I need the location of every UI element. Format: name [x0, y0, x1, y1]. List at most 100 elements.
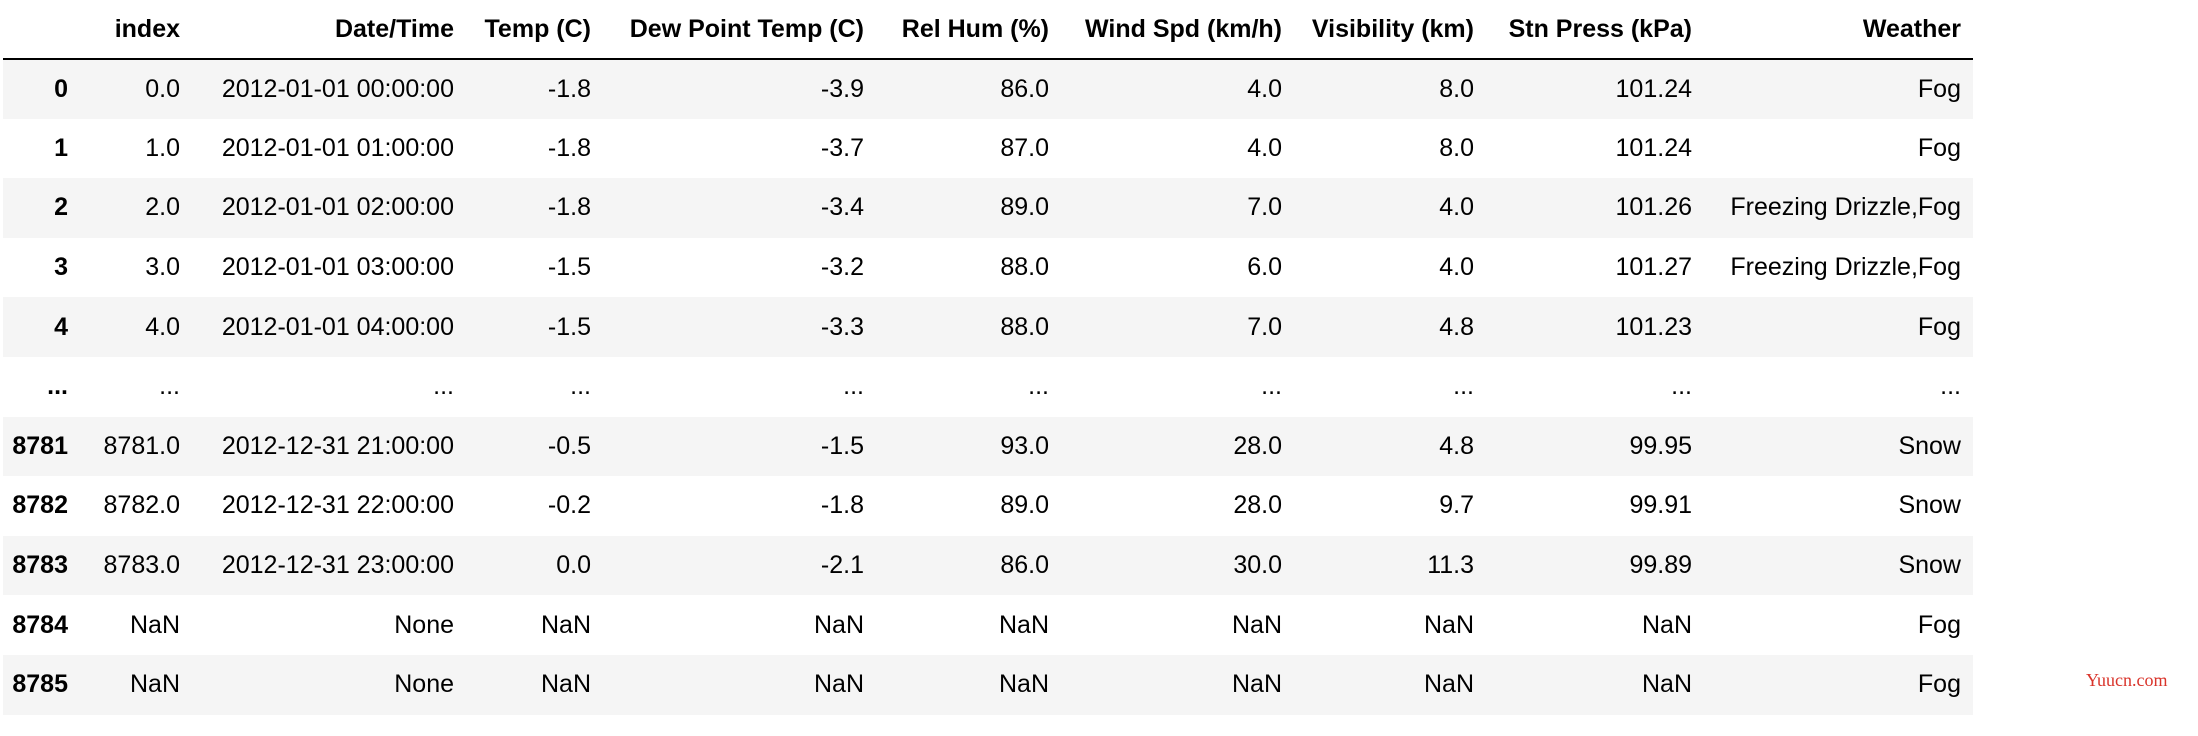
table-row: 8783 8783.0 2012-12-31 23:00:00 0.0 -2.1 86.0…: [3, 535, 1973, 596]
table-cell: 89.0: [1000, 491, 1049, 520]
table-cell: 2.0: [145, 193, 180, 222]
table-cell: 7.0: [1247, 193, 1282, 222]
table-cell: NaN: [1641, 610, 1692, 639]
table-cell: 93.0: [1000, 431, 1049, 460]
table-cell: 88.0: [1000, 312, 1049, 341]
corner-cell: [3, 0, 80, 60]
table-cell: NaN: [1231, 670, 1282, 699]
column-header: Date/Time: [192, 0, 466, 60]
table-cell: ...: [570, 372, 591, 401]
table-cell: 2012-12-31 21:00:00: [221, 431, 454, 460]
table-cell: 8781.0: [103, 431, 180, 460]
table-cell: Snow: [1898, 431, 1961, 460]
table-cell: 28.0: [1233, 431, 1282, 460]
table-cell: 4.0: [1247, 74, 1282, 103]
table-cell: NaN: [813, 610, 864, 639]
table-cell: Freezing Drizzle,Fog: [1730, 253, 1961, 282]
table-cell: 8782.0: [103, 491, 180, 520]
table-cell: 101.23: [1615, 312, 1692, 341]
table-row: 1 1.0 2012-01-01 01:00:00 -1.8 -3.7 87.0 4.0 8.…: [3, 119, 1973, 179]
table-cell: 0.0: [556, 551, 591, 580]
header-row: index Date/Time Temp (C) Dew Point Temp (C)…: [3, 0, 1973, 60]
table-cell: 8.0: [1439, 133, 1474, 162]
column-header: Wind Spd (km/h): [1061, 0, 1294, 60]
table-cell: 101.24: [1615, 133, 1692, 162]
table-cell: 30.0: [1233, 551, 1282, 580]
row-index: ...: [47, 372, 68, 401]
table-cell: ...: [1671, 372, 1692, 401]
table-cell: 86.0: [1000, 74, 1049, 103]
table-row: 8784 NaN None NaN NaN NaN NaN NaN NaN Fog: [3, 595, 1973, 655]
row-index: 2: [54, 193, 68, 222]
table-row: 8781 8781.0 2012-12-31 21:00:00 -0.5 -1.5 93.…: [3, 416, 1973, 477]
table-cell: -3.9: [820, 74, 864, 103]
table-cell: -3.3: [820, 312, 864, 341]
table-cell: 4.8: [1439, 431, 1474, 460]
table-cell: 87.0: [1000, 133, 1049, 162]
row-index: 3: [54, 253, 68, 282]
watermark: Yuucn.com: [2086, 670, 2168, 690]
table-cell: 7.0: [1247, 312, 1282, 341]
table-row: 3 3.0 2012-01-01 03:00:00 -1.5 -3.2 88.0 6.0 4.…: [3, 238, 1973, 298]
table-body: 0 0.0 2012-01-01 00:00:00 -1.8 -3.9 86.0 4.0 8.…: [3, 59, 1973, 715]
table-cell: Freezing Drizzle,Fog: [1730, 193, 1961, 222]
table-row: 4 4.0 2012-01-01 04:00:00 -1.5 -3.3 88.0 7.0 4.…: [3, 297, 1973, 357]
table-cell: -1.5: [820, 431, 864, 460]
data-table: index Date/Time Temp (C) Dew Point Temp (C)…: [3, 0, 1973, 715]
table-cell: -1.8: [547, 133, 591, 162]
table-cell: 2012-01-01 04:00:00: [221, 312, 454, 341]
table-cell: -0.2: [547, 491, 591, 520]
table-cell: -3.2: [820, 253, 864, 282]
table-cell: 101.26: [1615, 193, 1692, 222]
table-cell: ...: [1261, 372, 1282, 401]
table-cell: 28.0: [1233, 491, 1282, 520]
table-row: 8782 8782.0 2012-12-31 22:00:00 -0.2 -1.8 89.…: [3, 476, 1973, 536]
table-cell: 0.0: [145, 74, 180, 103]
row-index: 8785: [12, 670, 68, 699]
table-cell: 99.95: [1629, 431, 1692, 460]
table-cell: 2012-12-31 23:00:00: [221, 551, 454, 580]
table-cell: -1.5: [547, 312, 591, 341]
table-cell: 4.0: [1247, 133, 1282, 162]
table-cell: 88.0: [1000, 253, 1049, 282]
column-header: index: [80, 0, 192, 60]
column-header: Rel Hum (%): [876, 0, 1061, 60]
table-cell: 2012-01-01 02:00:00: [221, 193, 454, 222]
row-index: 8784: [12, 610, 68, 639]
table-cell: ...: [843, 372, 864, 401]
table-cell: Snow: [1898, 491, 1961, 520]
table-cell: 101.24: [1615, 74, 1692, 103]
table-cell: -0.5: [547, 431, 591, 460]
table-cell: Fog: [1917, 74, 1961, 103]
row-index: 8782: [12, 491, 68, 520]
row-index: 8781: [12, 431, 68, 460]
table-header: index Date/Time Temp (C) Dew Point Temp (C)…: [3, 0, 1973, 60]
row-index: 0: [54, 74, 68, 103]
table-cell: 101.27: [1615, 253, 1692, 282]
table-cell: NaN: [129, 670, 180, 699]
table-cell: 4.0: [145, 312, 180, 341]
table-cell: NaN: [540, 610, 591, 639]
table-cell: None: [394, 670, 454, 699]
table-cell: -1.8: [547, 193, 591, 222]
table-cell: 1.0: [145, 133, 180, 162]
table-cell: 86.0: [1000, 551, 1049, 580]
table-cell: -1.8: [547, 74, 591, 103]
table-row: 8785 NaN None NaN NaN NaN NaN NaN NaN Fog: [3, 654, 1973, 715]
table-cell: 6.0: [1247, 253, 1282, 282]
row-index: 4: [54, 312, 68, 341]
table-cell: Fog: [1917, 133, 1961, 162]
table-cell: 11.3: [1427, 551, 1474, 580]
table-cell: -2.1: [820, 551, 864, 580]
column-header: Dew Point Temp (C): [603, 0, 876, 60]
table-cell: ...: [1028, 372, 1049, 401]
table-cell: -1.8: [820, 491, 864, 520]
table-cell: ...: [1453, 372, 1474, 401]
table-cell: 89.0: [1000, 193, 1049, 222]
table-cell: None: [394, 610, 454, 639]
table-cell: Fog: [1917, 670, 1961, 699]
table-cell: 2012-12-31 22:00:00: [221, 491, 454, 520]
table-cell: Snow: [1898, 551, 1961, 580]
row-index: 1: [54, 133, 68, 162]
